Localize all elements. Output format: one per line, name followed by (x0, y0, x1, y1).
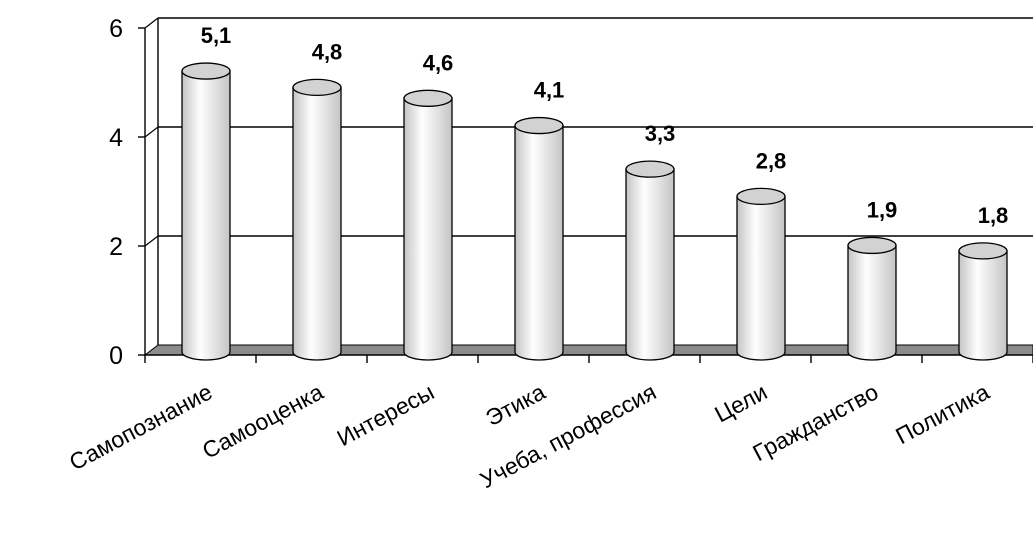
y-tick-label: 0 (109, 342, 123, 370)
bar-body (514, 124, 564, 361)
bar-body (625, 168, 675, 361)
x-tick-label: Самооценка (198, 378, 328, 463)
bar-top (958, 242, 1008, 260)
bar-body (958, 250, 1008, 361)
x-tick-label: Цели (710, 378, 771, 427)
bar (847, 236, 897, 361)
y-tick-label: 2 (109, 233, 123, 261)
data-label: 4,6 (423, 50, 454, 75)
data-labels: 5,1 4,8 4,6 4,1 3,3 2,8 1,9 1,8 (201, 23, 1009, 228)
gridlines (144, 17, 1033, 345)
bars (181, 62, 1008, 361)
bar-top (847, 236, 897, 255)
bar (403, 89, 453, 361)
x-tick-label: Этика (481, 378, 549, 431)
gridline-diagonal (144, 17, 159, 29)
y-tick-label: 4 (109, 124, 123, 152)
data-label: 1,9 (867, 197, 898, 222)
gridline-diagonal (144, 235, 159, 247)
bar (514, 116, 564, 361)
bar-top (625, 160, 675, 178)
data-label: 4,8 (312, 39, 343, 64)
x-tick-label: Самопознание (65, 378, 216, 475)
chart-floor (143, 344, 1033, 356)
bar (625, 160, 675, 361)
bar (958, 242, 1008, 361)
axes (144, 28, 1033, 363)
data-label: 3,3 (645, 121, 676, 146)
bar-body (292, 86, 342, 361)
gridline-diagonal (144, 126, 159, 138)
bar (181, 62, 231, 361)
y-axis-ticks: 0 2 4 6 (109, 15, 145, 370)
bar (736, 187, 786, 361)
floor-plane (143, 344, 1033, 356)
bar-top (403, 89, 453, 107)
x-tick-label: Интересы (333, 378, 439, 451)
data-label: 4,1 (534, 78, 565, 103)
x-tick-label: Гражданство (748, 378, 882, 466)
data-label: 5,1 (201, 23, 232, 48)
data-label: 2,8 (756, 148, 787, 173)
bar-top (514, 116, 564, 135)
bar-top (181, 62, 231, 80)
x-tick-label: Политика (891, 378, 993, 449)
bar-body (403, 97, 453, 361)
bar-top (736, 187, 786, 206)
y-tick-label: 6 (109, 15, 123, 43)
bar-body (181, 70, 231, 361)
bar-top (292, 78, 342, 97)
bar (292, 78, 342, 361)
data-label: 1,8 (978, 203, 1009, 228)
bar-body (847, 244, 897, 361)
bar-body (736, 195, 786, 361)
